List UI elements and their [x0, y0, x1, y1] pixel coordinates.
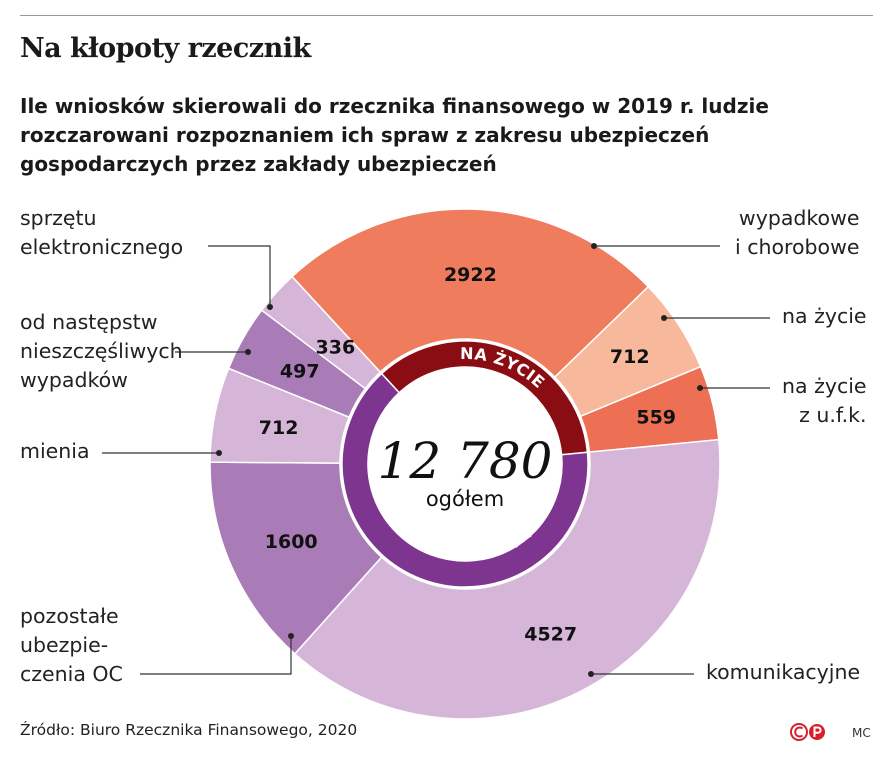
slice-label-line: od następstw: [20, 310, 158, 334]
chart-subtitle: Ile wniosków skierowali do rzecznika fin…: [20, 94, 769, 176]
leader-dot: [661, 315, 667, 321]
slice-value-label: 712: [610, 346, 650, 368]
slice-label-line: ubezpie-: [20, 633, 109, 657]
slice-label-line: wypadków: [20, 368, 128, 392]
slice-value-label: 4527: [524, 624, 577, 646]
slice-label: na życie z u.f.k.: [782, 372, 867, 430]
slice-label-line: sprzętu: [20, 206, 97, 230]
top-rule: [20, 15, 873, 16]
leader-line: [140, 636, 292, 675]
slice-label-line: na życie: [782, 304, 867, 328]
slice-label-line: elektronicznego: [20, 235, 184, 259]
source-note: Źródło: Biuro Rzecznika Finansowego, 202…: [20, 721, 358, 739]
slice-label-line: z u.f.k.: [799, 403, 867, 427]
slice-label: komunikacyjne: [706, 658, 860, 687]
slice-label: mienia: [20, 437, 90, 466]
slice-1: [291, 208, 650, 379]
slice-label-line: mienia: [20, 439, 90, 463]
leader-line: [208, 245, 271, 307]
leader-dot: [216, 450, 222, 456]
leader-dot: [588, 671, 594, 677]
slice-value-label: 1600: [265, 531, 318, 553]
slice-value-label: 336: [316, 336, 356, 358]
slice-label-line: wypadkowe: [738, 206, 860, 230]
total-value: 12 780: [378, 432, 553, 490]
slice-value-label: 497: [280, 360, 320, 382]
total-label: ogółem: [426, 487, 504, 511]
chart-title: Na kłopoty rzecznik: [20, 33, 311, 64]
slice-label-line: czenia OC: [20, 662, 123, 686]
leader-dot: [267, 304, 273, 310]
slice-label: od następstw nieszczęśliwych wypadków: [20, 308, 183, 395]
leader-dot: [697, 385, 703, 391]
slice-8: [260, 275, 382, 390]
author-initials: MC: [852, 726, 871, 740]
leader-dot: [591, 243, 597, 249]
copyright-logo: [790, 722, 830, 742]
slice-label-line: i chorobowe: [735, 235, 860, 259]
slice-5: [209, 461, 383, 655]
slice-label: sprzętu elektronicznego: [20, 204, 183, 262]
slice-label-line: na życie: [782, 374, 867, 398]
slice-value-label: 559: [636, 406, 676, 428]
group-ring-2: [341, 372, 589, 588]
slice-label: wypadkowe i chorobowe: [735, 204, 859, 262]
slice-label: na życie: [782, 302, 867, 331]
slice-value-label: 2922: [444, 264, 497, 286]
slice-label: pozostałe ubezpie-czenia OC: [20, 602, 123, 689]
slice-label-line: komunikacyjne: [706, 660, 861, 684]
slice-4: [293, 438, 721, 720]
slice-label-line: nieszczęśliwych: [20, 339, 183, 363]
leader-dot: [245, 349, 251, 355]
slice-value-label: 712: [259, 417, 299, 439]
leader-dot: [288, 633, 294, 639]
slice-label-line: pozostałe: [20, 604, 119, 628]
